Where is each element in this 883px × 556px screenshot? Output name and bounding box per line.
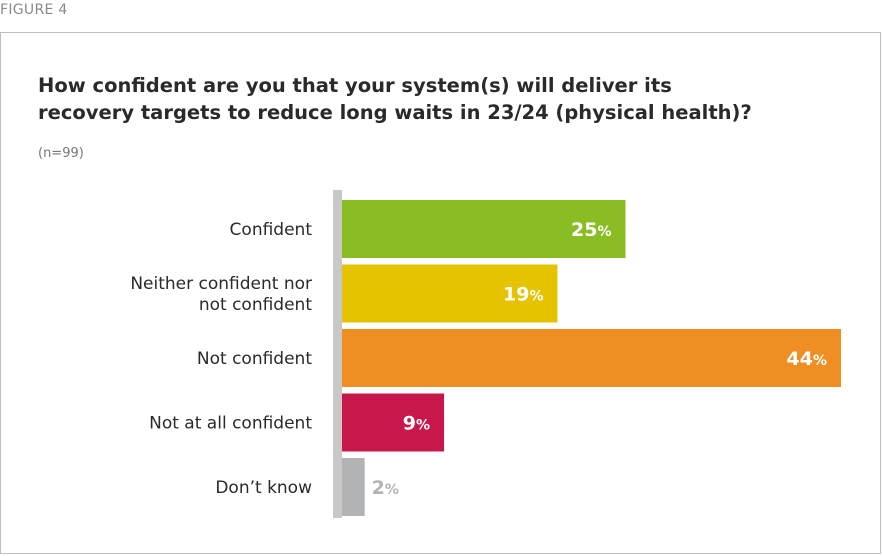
figure-label: FIGURE 4 <box>0 2 68 18</box>
data-label: 44% <box>787 348 827 370</box>
bar <box>342 264 558 323</box>
chart-subtitle: (n=99) <box>38 146 84 161</box>
category-label: Don’t know <box>215 478 312 498</box>
data-label: 9% <box>403 413 430 435</box>
category-label: Confident <box>230 220 313 240</box>
data-label: 25% <box>571 219 611 241</box>
bar <box>342 393 445 452</box>
bar <box>342 458 365 516</box>
chart-title: How confident are you that your system(s… <box>38 72 858 126</box>
data-label: 19% <box>503 284 543 306</box>
category-label: Not confident <box>197 349 312 369</box>
category-label: Not at all confident <box>149 414 312 434</box>
bar <box>342 200 626 258</box>
chart-title-line-2: recovery targets to reduce long waits in… <box>38 101 752 124</box>
category-axis <box>333 190 342 518</box>
chart-title-line-1: How confident are you that your system(s… <box>38 74 672 97</box>
category-label: Neither confident nor not confident <box>130 274 312 315</box>
bar <box>342 329 841 387</box>
data-label: 2% <box>372 477 399 499</box>
